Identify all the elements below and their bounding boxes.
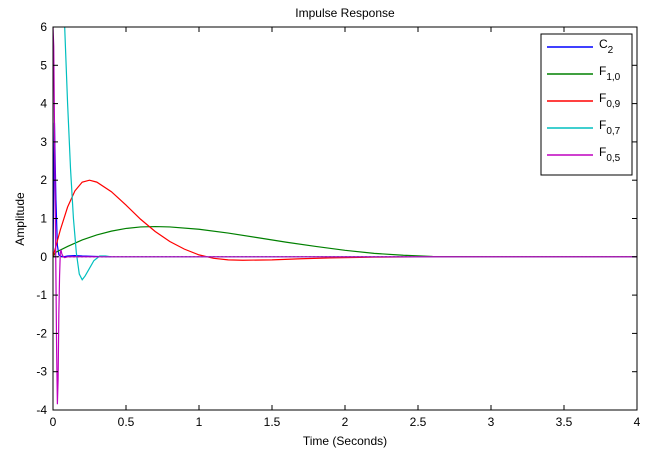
y-tick-label: 2 (40, 173, 47, 187)
x-tick-label: 2.5 (410, 415, 427, 429)
y-tick-label: 3 (40, 135, 47, 149)
y-tick-label: -4 (36, 403, 47, 417)
y-tick-label: 1 (40, 212, 47, 226)
y-tick-label: 6 (40, 20, 47, 34)
series-line-f10 (53, 225, 637, 258)
legend-label: F0,5 (599, 145, 621, 164)
series-line-f05 (53, 27, 637, 405)
x-tick-label: 1.5 (264, 415, 281, 429)
x-tick-label: 1 (196, 415, 203, 429)
y-tick-label: -3 (36, 365, 47, 379)
y-tick-label: 5 (40, 58, 47, 72)
chart-title: Impulse Response (295, 6, 395, 20)
x-tick-label: 3 (488, 415, 495, 429)
x-tick-label: 0 (50, 415, 57, 429)
legend-box (540, 33, 633, 176)
y-axis-label: Amplitude (13, 192, 27, 246)
x-axis-label: Time (Seconds) (303, 434, 387, 448)
series-line-c2 (53, 122, 112, 258)
x-tick-label: 2 (342, 415, 349, 429)
x-tick-label: 4 (634, 415, 641, 429)
y-tick-label: 4 (40, 97, 47, 111)
legend-label: F0,9 (599, 91, 621, 110)
legend-label: C2 (599, 37, 614, 56)
x-tick-label: 0.5 (118, 415, 135, 429)
legend-label: F1,0 (599, 64, 621, 83)
legend: C2 F1,0 F0,9 F0,7 F0,5 (540, 33, 633, 176)
y-tick-label: -2 (36, 326, 47, 340)
y-tick-label: 0 (40, 250, 47, 264)
x-tick-label: 3.5 (556, 415, 573, 429)
ticks-layer: 0 0.5 1 1.5 2 2.5 3 3.5 4 -4 -3 -2 -1 0 1 2 3 4 5 6 (36, 20, 640, 429)
y-tick-label: -1 (36, 288, 47, 302)
series-layer (53, 27, 637, 405)
legend-label: F0,7 (599, 118, 621, 137)
series-line-f09 (53, 179, 637, 261)
